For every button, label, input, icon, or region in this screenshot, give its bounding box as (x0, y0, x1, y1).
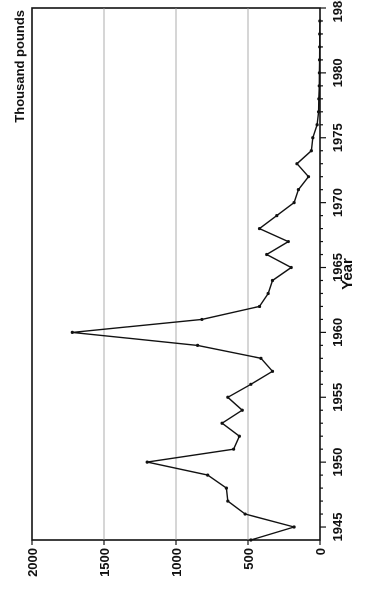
data-point (196, 343, 200, 347)
data-point (266, 291, 270, 296)
data-point (296, 188, 300, 192)
data-point (315, 123, 319, 127)
data-point (295, 162, 299, 166)
y-tick-label: 1500 (97, 548, 112, 577)
data-point (237, 434, 241, 438)
data-point (292, 525, 296, 529)
x-tick-label: 1980 (330, 58, 345, 87)
data-point (226, 499, 230, 503)
series-line (71, 20, 321, 541)
data-point (220, 421, 224, 425)
data-point (226, 395, 230, 399)
data-point (270, 278, 275, 283)
data-point (270, 369, 275, 373)
data-point (316, 110, 321, 114)
data-point (265, 252, 269, 257)
x-tick-label: 1945 (330, 513, 345, 542)
plot-area: 1945 1950 1955 1960 1965 1970 1975 1980 1985 0 50… (25, 0, 345, 577)
x-axis-title: Year (339, 258, 356, 290)
data-point (145, 460, 149, 464)
data-point (249, 538, 253, 542)
data-point (317, 71, 322, 75)
data-point (249, 382, 253, 386)
x-tick-label: 1970 (330, 188, 345, 217)
y-axis-title: Thousand pounds (12, 10, 27, 123)
data-point (200, 317, 204, 322)
series-points (70, 19, 322, 542)
x-tick-label: 1950 (330, 448, 345, 477)
y-tick-label: 1000 (169, 548, 184, 577)
y-tick-label: 500 (241, 548, 256, 570)
data-point (275, 214, 279, 218)
data-point (286, 239, 290, 244)
x-axis: 1945 1950 1955 1960 1965 1970 1975 1980 1985 (320, 0, 345, 541)
data-point (243, 512, 247, 516)
data-point (317, 97, 321, 101)
data-point (206, 473, 210, 477)
data-point (289, 265, 293, 270)
data-point (240, 408, 244, 412)
y-tick-label: 2000 (25, 548, 40, 577)
data-point (318, 19, 322, 23)
data-point (317, 58, 322, 62)
data-point (257, 226, 262, 231)
data-point (317, 84, 321, 88)
y-axis: 0 500 1000 1500 2000 (25, 540, 328, 577)
y-tick-label: 0 (313, 548, 328, 555)
x-tick-label: 1975 (330, 123, 345, 152)
data-point (318, 45, 322, 49)
x-tick-label: 1960 (330, 318, 345, 347)
data-point (318, 32, 322, 36)
data-point (306, 175, 311, 179)
gridlines (103, 8, 249, 540)
data-point (70, 330, 74, 334)
data-point (259, 356, 263, 360)
x-tick-label: 1985 (330, 0, 345, 22)
x-tick-label: 1955 (330, 383, 345, 412)
data-point (292, 201, 296, 205)
data-point (257, 304, 262, 309)
data-point (232, 447, 236, 451)
data-point (311, 136, 315, 140)
data-point (309, 149, 313, 153)
x-tick-label: 1965 (330, 253, 345, 282)
data-point (224, 486, 228, 490)
